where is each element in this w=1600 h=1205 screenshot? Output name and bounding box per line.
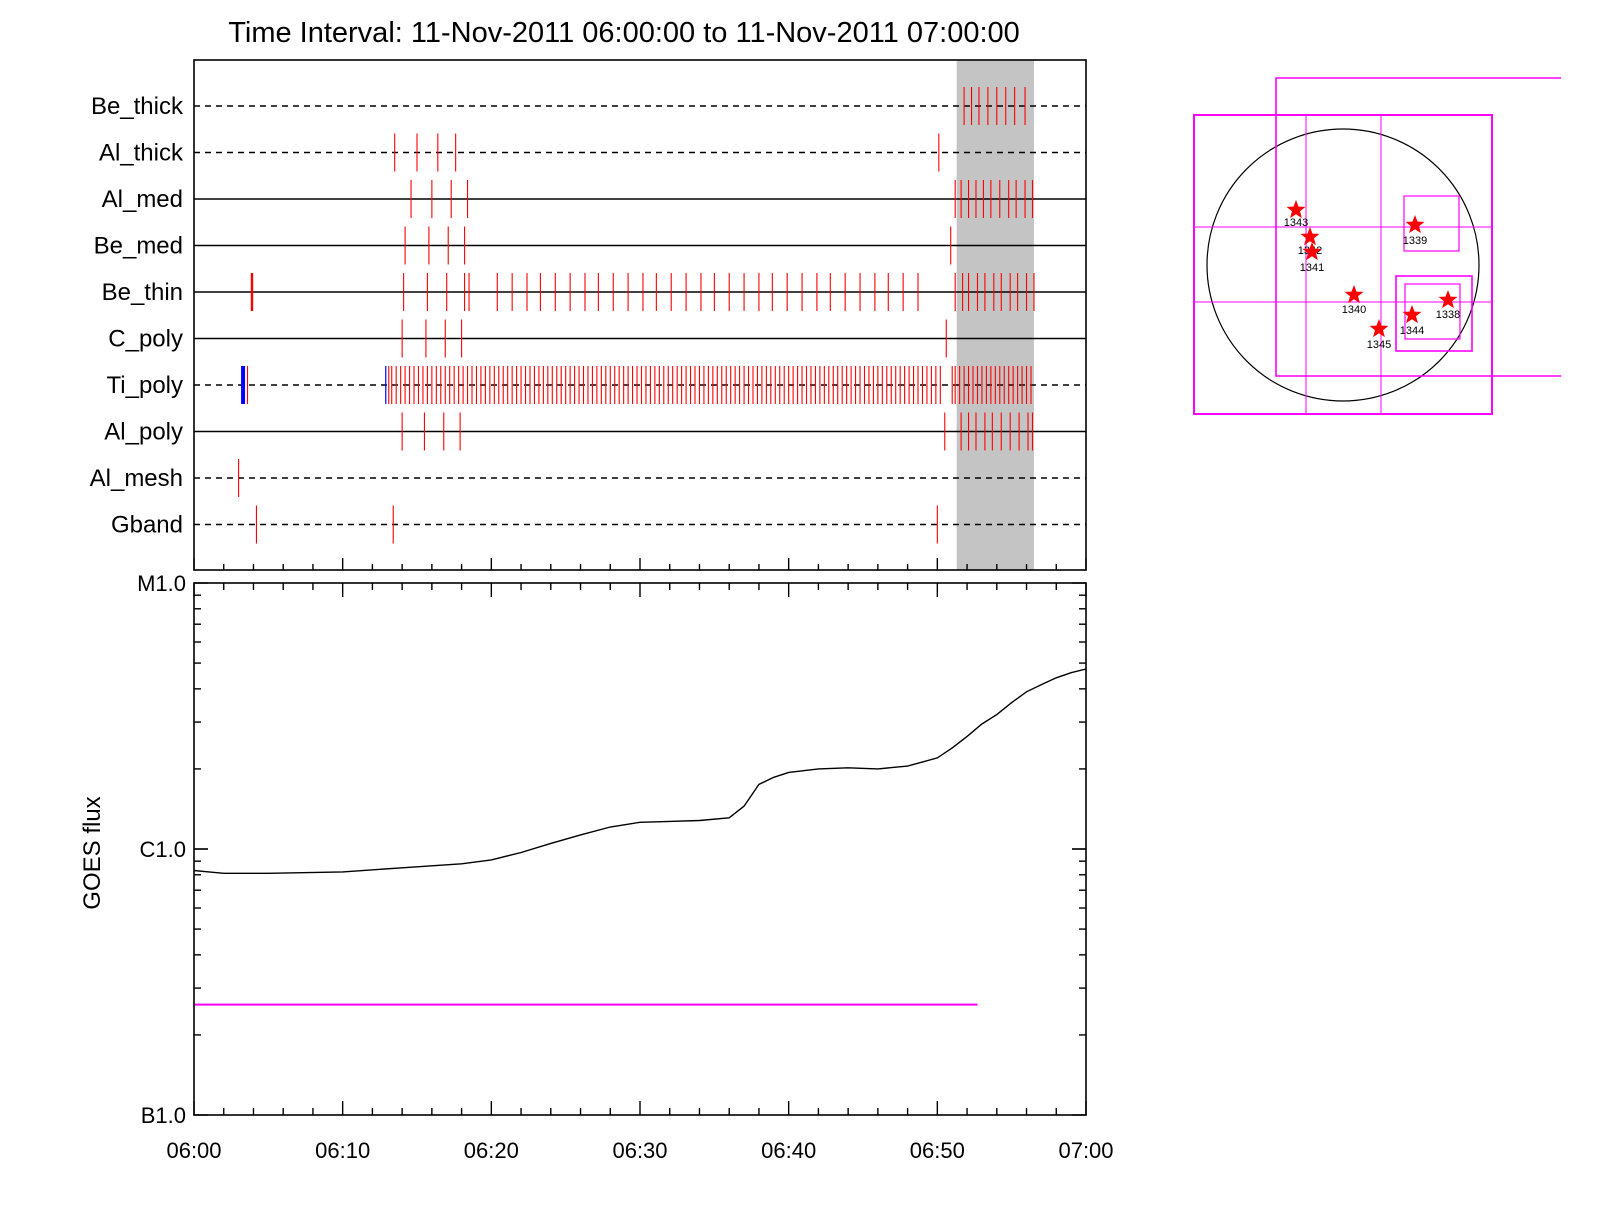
x-tick-label: 06:30 xyxy=(612,1138,667,1163)
x-tick-label: 07:00 xyxy=(1058,1138,1113,1163)
ar-star-1345 xyxy=(1369,319,1389,338)
shaded-interval xyxy=(956,60,1034,570)
ar-label-1341: 1341 xyxy=(1300,262,1324,274)
row-label-Al_med: Al_med xyxy=(102,186,183,213)
goes-flux-curve xyxy=(193,668,1087,874)
row-label-Al_thick: Al_thick xyxy=(99,140,184,167)
y-tick-label: B1.0 xyxy=(141,1103,186,1128)
goes-panel: 06:00 06:10 06:20 06:30 06:40 06:50 07:00 B1.0… xyxy=(79,571,1114,1163)
ar-star-1342 xyxy=(1300,227,1320,246)
solar-disk xyxy=(1206,128,1480,402)
x-tick-label: 06:10 xyxy=(315,1138,370,1163)
timeline-frame xyxy=(193,59,1087,571)
ar-label-1344: 1344 xyxy=(1400,325,1424,337)
y-axis-label: GOES flux xyxy=(79,796,106,909)
row-label-C_poly: C_poly xyxy=(108,326,183,353)
row-label-Ti_poly: Ti_poly xyxy=(107,372,183,399)
goes-frame xyxy=(193,582,1087,1116)
ar-label-1340: 1340 xyxy=(1342,304,1366,316)
x-tick-label: 06:20 xyxy=(464,1138,519,1163)
ar-star-1338 xyxy=(1438,290,1458,309)
row-label-Gband: Gband xyxy=(111,512,183,539)
x-tick-label: 06:40 xyxy=(761,1138,816,1163)
row-label-Be_thin: Be_thin xyxy=(102,279,183,306)
ar-star-1341 xyxy=(1302,242,1322,261)
ar-label-1339: 1339 xyxy=(1403,235,1427,247)
ar-star-1340 xyxy=(1344,285,1364,304)
timeline-panel: Be_thick Al_thick Al_med Be_med Be_thin C_pol… xyxy=(90,59,1087,571)
row-label-Be_thick: Be_thick xyxy=(91,93,184,120)
fov-box-medium xyxy=(1395,275,1473,352)
fov-box-large xyxy=(1193,114,1493,415)
x-tick-labels: 06:00 06:10 06:20 06:30 06:40 06:50 07:00 xyxy=(166,1138,1113,1163)
goes-ticks xyxy=(193,582,1087,1116)
sun-locator-map: 13431342134113391340133813441345 xyxy=(1193,77,1561,415)
y-tick-label: C1.0 xyxy=(140,837,186,862)
x-tick-label: 06:00 xyxy=(166,1138,221,1163)
ar-star-1339 xyxy=(1405,215,1425,234)
fov-box-small xyxy=(1403,195,1460,252)
row-label-Al_poly: Al_poly xyxy=(104,419,183,446)
ar-label-1338: 1338 xyxy=(1436,309,1460,321)
chart-title: Time Interval: 11-Nov-2011 06:00:00 to 1… xyxy=(228,17,1020,49)
x-tick-label: 06:50 xyxy=(910,1138,965,1163)
ar-label-1345: 1345 xyxy=(1367,339,1391,351)
y-tick-label: M1.0 xyxy=(137,571,186,596)
row-label-Be_med: Be_med xyxy=(94,233,183,260)
ar-star-1344 xyxy=(1402,305,1422,324)
active-regions: 13431342134113391340133813441345 xyxy=(1284,200,1460,351)
timeline-rows: Be_thick Al_thick Al_med Be_med Be_thin C_pol… xyxy=(90,87,1086,544)
fov-box-inner xyxy=(1404,283,1461,340)
ar-label-1343: 1343 xyxy=(1284,217,1308,229)
ar-star-1343 xyxy=(1286,200,1306,219)
y-tick-labels: B1.0 C1.0 M1.0 xyxy=(137,571,186,1128)
row-label-Al_mesh: Al_mesh xyxy=(90,465,183,492)
timeline-ticks xyxy=(193,558,1087,570)
